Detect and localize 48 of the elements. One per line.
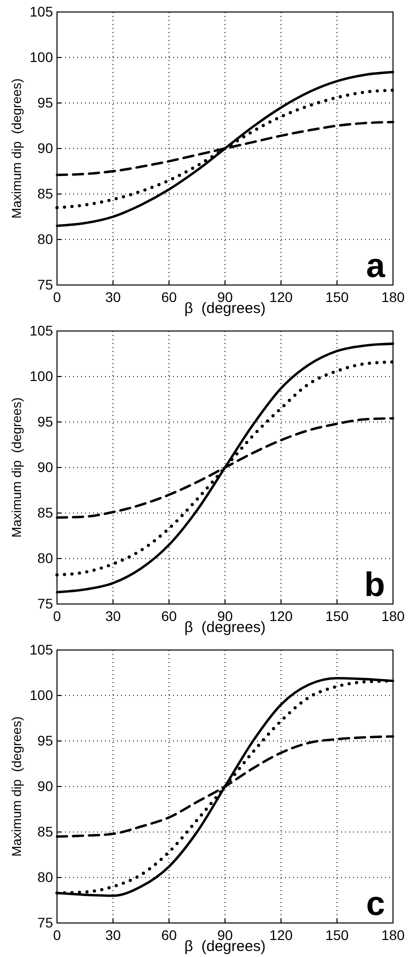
x-tick-label: 120 (269, 926, 293, 943)
y-tick-label: 100 (30, 48, 54, 65)
x-tick-label: 180 (381, 288, 405, 305)
y-tick-label: 75 (37, 914, 54, 930)
x-tick-label: 0 (53, 926, 62, 943)
y-tick-label: 80 (37, 230, 54, 247)
y-tick-label: 95 (37, 413, 54, 430)
x-tick-label: 150 (325, 608, 349, 624)
x-tick-label: 60 (161, 608, 177, 624)
x-tick-label: 30 (105, 288, 121, 305)
x-tick-label: 0 (53, 608, 62, 624)
y-tick-label: 90 (37, 458, 54, 475)
annotation: a (366, 247, 386, 285)
y-tick-label: 85 (37, 504, 54, 520)
annotation: c (366, 885, 385, 923)
y-tick-label: 100 (30, 368, 54, 384)
x-tick-label: 150 (325, 926, 349, 943)
y-tick-label: 105 (30, 641, 54, 658)
x-tick-label: 90 (217, 926, 233, 943)
y-tick-label: 90 (37, 140, 54, 156)
x-tick-label: 60 (161, 288, 177, 305)
y-tick-label: 105 (30, 322, 54, 338)
annotation: b (364, 566, 385, 604)
x-tick-label: 0 (53, 288, 62, 305)
x-tick-label: 150 (325, 288, 349, 305)
y-tick-label: 80 (37, 868, 54, 885)
y-tick-label: 85 (37, 185, 54, 202)
y-tick-label: 95 (37, 732, 54, 748)
y-tick-label: 90 (37, 778, 54, 794)
y-axis-title: Maximum dip (degrees) (9, 716, 24, 857)
y-axis-title: Maximum dip (degrees) (9, 397, 24, 538)
x-tick-label: 30 (105, 608, 121, 624)
x-tick-label: 120 (269, 608, 293, 624)
y-tick-label: 100 (30, 686, 54, 703)
x-tick-label: 30 (105, 926, 121, 943)
y-tick-label: 75 (37, 276, 54, 292)
y-tick-label: 95 (37, 94, 54, 110)
y-axis-title: Maximum dip (degrees) (9, 78, 24, 219)
x-tick-label: 120 (269, 288, 293, 305)
x-tick-label: 60 (161, 926, 177, 943)
x-tick-label: 180 (381, 608, 405, 624)
x-tick-label: 90 (217, 288, 233, 305)
y-tick-label: 80 (37, 550, 54, 566)
y-tick-label: 85 (37, 823, 54, 840)
x-tick-label: 180 (381, 926, 405, 943)
x-tick-label: 90 (217, 608, 233, 624)
y-tick-label: 105 (30, 3, 54, 20)
y-tick-label: 75 (37, 595, 54, 612)
